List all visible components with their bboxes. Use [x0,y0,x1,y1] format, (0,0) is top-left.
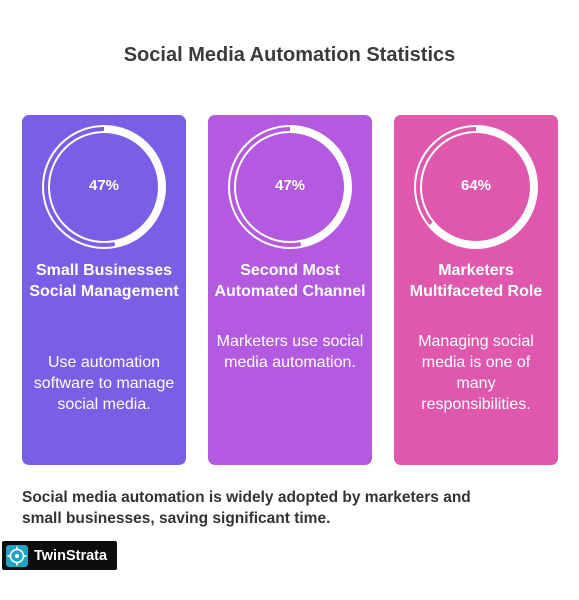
stat-card-automated-channel: 47% Second Most Automated Channel Market… [208,115,372,465]
stat-heading: Second Most Automated Channel [214,262,366,300]
progress-ring [228,125,352,249]
stat-description: Use automation software to manage social… [33,354,175,413]
stat-heading: Small Businesses Social Management [29,262,179,300]
progress-arc [43,126,165,248]
stat-percent: 47% [274,177,306,194]
progress-ring [42,125,166,249]
stat-percent: 64% [460,177,492,194]
progress-arc [415,126,537,248]
stat-description: Managing social media is one of many res… [418,333,534,413]
page-title: Social Media Automation Statistics [123,44,456,66]
stat-description: Marketers use social media automation. [216,333,364,371]
brand-name: TwinStrata [34,547,108,564]
progress-ring [414,125,538,249]
stat-card-small-businesses: 47% Small Businesses Social Management U… [22,115,186,465]
stat-percent: 47% [88,177,120,194]
brand-logo: TwinStrata [2,541,117,570]
stat-heading: Marketers Multifaceted Role [409,262,543,300]
twinstrata-logo-icon [6,544,28,567]
progress-arc [229,126,351,248]
stat-card-marketers-role: 64% Marketers Multifaceted Role Managing… [394,115,558,465]
summary-text: Social media automation is widely adopte… [22,489,471,527]
